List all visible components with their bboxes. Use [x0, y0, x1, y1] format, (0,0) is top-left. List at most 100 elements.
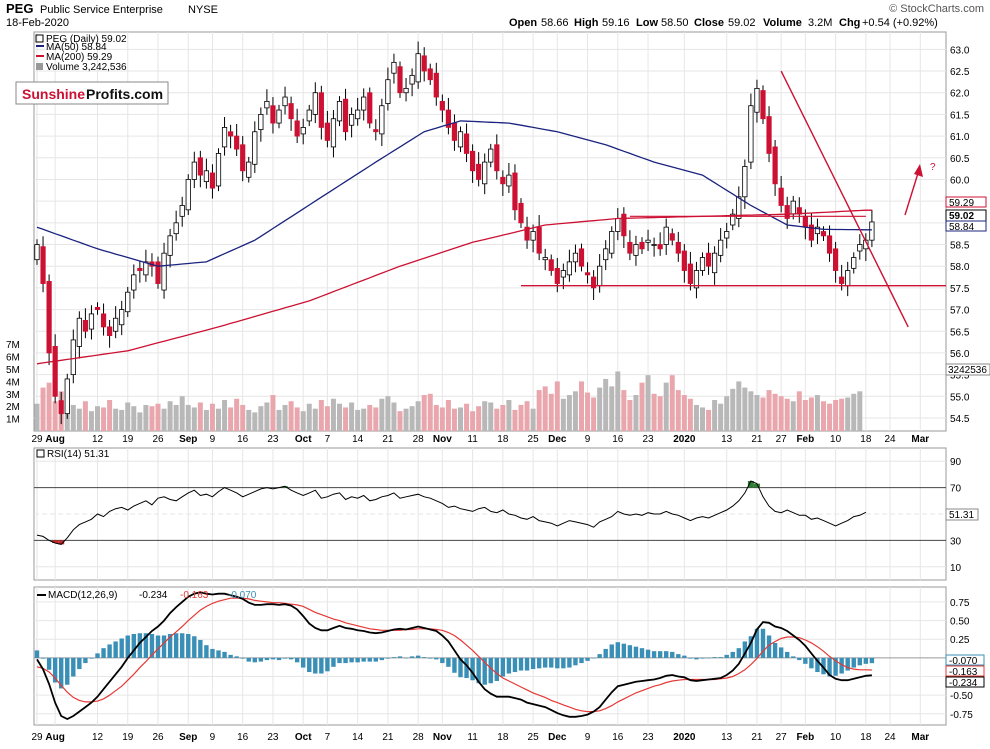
- rsi-line: [36, 480, 867, 545]
- x-bottom-tick-label: 14: [352, 732, 364, 743]
- macd-histogram-bar: [434, 657, 439, 660]
- price-tick-label: 56.5: [950, 327, 970, 338]
- logo-text-sunshine: Sunshine: [22, 86, 85, 102]
- candle-body: [427, 68, 433, 81]
- volume-bar: [179, 396, 185, 431]
- x-bottom-tick-label: Mar: [911, 732, 929, 743]
- legend-ma50: MA(50) 58.84: [46, 42, 107, 53]
- candle-body: [439, 100, 445, 111]
- macd-histogram-bar: [851, 657, 856, 668]
- volume-bar: [554, 381, 560, 431]
- x-bottom-tick-label: 21: [382, 732, 394, 743]
- x-top-tick-label: 7: [325, 434, 331, 445]
- macd-histogram-bar: [446, 657, 451, 667]
- volume-bar: [173, 404, 179, 431]
- x-top-tick-label: Nov: [433, 434, 452, 445]
- macd-histogram-bar: [803, 657, 808, 664]
- x-top-tick-label: 23: [642, 434, 654, 445]
- volume-bar: [119, 409, 125, 431]
- price-tick-label: 55.0: [950, 392, 970, 403]
- x-top-tick-label: 27: [776, 434, 788, 445]
- macd-histogram-bar: [101, 648, 106, 658]
- candle-body: [34, 244, 40, 261]
- volume-bar: [724, 396, 730, 431]
- rsi-tick-label: 90: [950, 457, 962, 468]
- volume-tick-label: 2M: [6, 402, 20, 413]
- candle-body: [451, 122, 458, 141]
- macd-histogram-bar: [107, 644, 112, 658]
- candle-body: [143, 261, 149, 276]
- volume-tag-value: 3242536: [948, 365, 987, 376]
- candle-body: [46, 280, 52, 354]
- volume-bar: [458, 407, 463, 431]
- candle-body: [300, 127, 306, 135]
- candle-body: [705, 252, 712, 267]
- x-top-tick-label: Sep: [179, 434, 197, 445]
- macd-histogram-bar: [325, 657, 330, 672]
- volume-bar: [482, 401, 488, 431]
- macd-tag-value: -0.234: [949, 678, 978, 689]
- rsi-legend-swatch: [36, 449, 45, 458]
- macd-histogram-bar: [833, 657, 838, 676]
- volume-bar: [627, 400, 633, 431]
- candle-body: [766, 116, 772, 154]
- rsi-panel: 1030507090: [34, 448, 962, 580]
- x-bottom-tick-label: 28: [413, 732, 425, 743]
- macd-histogram-bar: [422, 657, 427, 658]
- ma50-tag-value: 58.84: [949, 222, 974, 233]
- x-top-tick-label: 11: [467, 434, 478, 445]
- macd-histogram-bar: [827, 657, 832, 677]
- x-top-tick-label: 29: [31, 434, 43, 445]
- legend-price: PEG (Daily) 59.02: [46, 34, 127, 45]
- ma200-tag: [945, 196, 987, 208]
- candle-body: [88, 313, 95, 330]
- macd-label: MACD(12,26,9): [48, 590, 117, 601]
- volume-bar: [46, 382, 52, 431]
- x-bottom-tick-label: 27: [776, 732, 788, 743]
- candle-body: [161, 252, 167, 291]
- price-tick-label: 61.0: [950, 132, 970, 143]
- hist-tag-value: -0.070: [949, 656, 978, 667]
- volume-bar: [228, 407, 234, 431]
- x-top-tick-label: Aug: [45, 434, 64, 445]
- candle-body: [639, 241, 645, 250]
- macd-histogram-bar: [785, 651, 790, 658]
- volume-bar: [282, 404, 288, 431]
- x-bottom-tick-label: Feb: [796, 732, 814, 743]
- x-bottom-tick-label: 24: [884, 732, 896, 743]
- volume-bar: [294, 407, 300, 431]
- macd-histogram-bar: [512, 657, 518, 673]
- rsi-oversold-fill: [52, 540, 59, 544]
- macd-line: [36, 591, 872, 721]
- candle-body: [645, 239, 651, 243]
- price-tick-label: 61.5: [950, 110, 970, 121]
- macd-histogram-bar: [778, 647, 784, 658]
- macd-histogram-bar: [797, 657, 802, 661]
- price-tags: 59.29 59.02 58.84 3242536 51.31 -0.070 -…: [945, 196, 990, 689]
- macd-histogram-bar: [561, 657, 566, 669]
- rsi-tag: [945, 508, 979, 521]
- company-name: Public Service Enterprise: [40, 4, 163, 16]
- volume-bar: [645, 375, 651, 431]
- macd-histogram-bar: [343, 657, 348, 664]
- candle-body: [246, 161, 252, 178]
- macd-histogram-bar: [119, 638, 124, 658]
- macd-histogram-bar: [670, 651, 675, 658]
- candle-body: [457, 131, 464, 148]
- candle-body: [373, 129, 379, 133]
- price-axis: 54.555.055.556.056.557.057.558.058.559.0…: [950, 45, 970, 425]
- candle-body: [693, 270, 700, 289]
- volume-bar: [107, 400, 113, 431]
- candle-body: [336, 100, 343, 122]
- volume-bar: [566, 395, 572, 431]
- candle-body: [591, 276, 597, 289]
- candle-body: [657, 244, 663, 250]
- candle-body: [826, 235, 833, 254]
- candle-body: [802, 215, 808, 228]
- volume-bar: [155, 403, 161, 431]
- volume-bar: [572, 391, 578, 431]
- volume-tick-label: 7M: [6, 340, 20, 351]
- macd-histogram-bar: [403, 657, 409, 659]
- volume-bar: [439, 407, 445, 431]
- candle-body: [560, 270, 566, 278]
